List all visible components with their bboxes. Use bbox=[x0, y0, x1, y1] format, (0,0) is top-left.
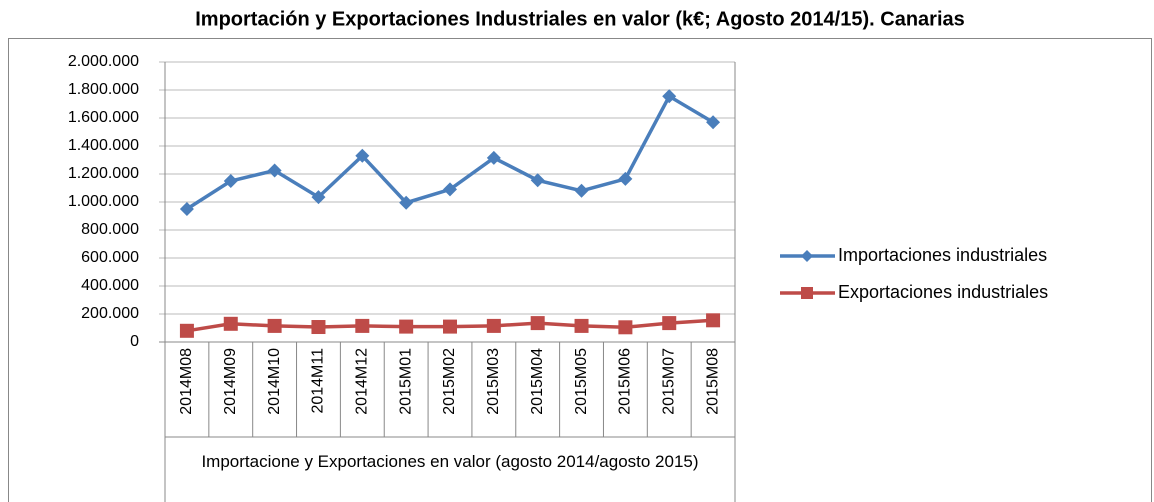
x-tick-label: 2014M10 bbox=[266, 348, 283, 415]
point bbox=[443, 182, 457, 197]
y-tick-label: 2.000.000 bbox=[68, 53, 139, 70]
x-tick-label: 2014M08 bbox=[178, 348, 195, 415]
y-tick-label: 200.000 bbox=[81, 305, 139, 322]
point bbox=[574, 318, 589, 333]
point bbox=[399, 319, 414, 334]
x-tick-label: 2014M09 bbox=[222, 348, 239, 415]
point bbox=[486, 318, 501, 333]
point bbox=[223, 174, 238, 188]
point bbox=[267, 318, 282, 333]
point bbox=[399, 195, 414, 210]
y-tick-label: 1.800.000 bbox=[68, 81, 139, 98]
legend-marker bbox=[801, 250, 813, 262]
point bbox=[311, 320, 326, 335]
point bbox=[618, 171, 633, 186]
y-tick-label: 1.600.000 bbox=[68, 109, 139, 126]
x-axis-title: Importacione y Exportaciones en valor (a… bbox=[201, 452, 699, 471]
legend-label: Importaciones industriales bbox=[838, 245, 1047, 265]
point bbox=[223, 316, 238, 331]
point bbox=[706, 313, 721, 328]
x-tick-label: 2014M11 bbox=[310, 348, 327, 414]
x-tick-label: 2014M12 bbox=[354, 348, 371, 415]
y-tick-label: 0 bbox=[130, 333, 139, 350]
x-tick-label: 2015M01 bbox=[397, 348, 414, 415]
chart-title: Importación y Exportaciones Industriales… bbox=[195, 8, 965, 30]
point bbox=[662, 316, 677, 331]
point bbox=[355, 148, 370, 163]
point bbox=[574, 183, 589, 198]
x-tick-label: 2015M08 bbox=[704, 348, 721, 415]
x-tick-label: 2015M03 bbox=[485, 348, 502, 415]
y-tick-label: 1.400.000 bbox=[68, 137, 139, 154]
point bbox=[311, 190, 326, 205]
y-tick-label: 400.000 bbox=[81, 277, 139, 294]
point bbox=[179, 202, 194, 216]
point bbox=[267, 163, 282, 178]
point bbox=[355, 318, 370, 333]
legend-label: Exportaciones industriales bbox=[838, 282, 1048, 302]
point bbox=[179, 323, 194, 338]
point bbox=[706, 115, 721, 130]
point bbox=[443, 319, 457, 334]
point bbox=[618, 320, 633, 335]
x-tick-label: 2015M07 bbox=[660, 348, 677, 415]
y-tick-label: 1.000.000 bbox=[68, 193, 139, 210]
point bbox=[530, 316, 545, 331]
x-tick-label: 2015M06 bbox=[617, 348, 634, 415]
y-tick-label: 1.200.000 bbox=[68, 165, 139, 182]
y-tick-label: 800.000 bbox=[81, 221, 139, 238]
y-tick-label: 600.000 bbox=[81, 249, 139, 266]
legend-marker bbox=[801, 287, 813, 299]
point bbox=[486, 150, 501, 165]
chart-border bbox=[8, 38, 1152, 502]
x-tick-label: 2015M02 bbox=[441, 348, 458, 415]
x-tick-label: 2015M05 bbox=[573, 348, 590, 415]
x-tick-label: 2015M04 bbox=[529, 348, 546, 415]
point bbox=[530, 173, 545, 188]
point bbox=[662, 89, 677, 104]
